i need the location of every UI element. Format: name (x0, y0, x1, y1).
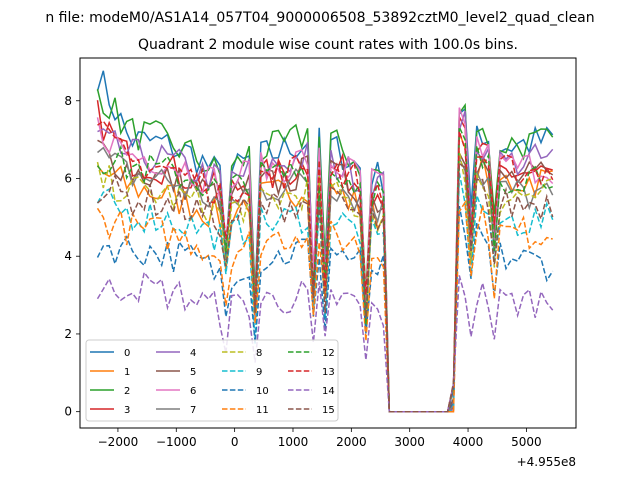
legend-label-1: 1 (124, 367, 130, 378)
legend-label-12: 12 (322, 348, 335, 359)
legend-label-8: 8 (256, 348, 262, 359)
y-axis: 0 2 4 6 8 (64, 94, 80, 419)
series-line-10 (96, 205, 554, 413)
x-tick-label: 0 (231, 435, 239, 449)
x-tick-label: 1000 (278, 435, 309, 449)
legend-label-14: 14 (322, 386, 335, 397)
series-line-14 (96, 270, 554, 413)
y-tick-label: 8 (64, 94, 72, 108)
legend-label-13: 13 (322, 367, 335, 378)
legend-label-0: 0 (124, 348, 130, 359)
x-axis: −2000 −1000 0 1000 2000 3000 4000 5000 (98, 428, 542, 449)
x-tick-label: 2000 (336, 435, 367, 449)
series-line-11 (96, 199, 553, 413)
legend-label-2: 2 (124, 386, 130, 397)
legend-label-3: 3 (124, 405, 130, 416)
x-offset-text: +4.955e8 (517, 455, 576, 469)
x-tick-label: −2000 (98, 435, 139, 449)
legend-label-4: 4 (190, 348, 196, 359)
series-line-13 (97, 120, 554, 413)
plot-area (96, 70, 554, 413)
axes-frame (79, 57, 577, 429)
x-tick-label: 5000 (511, 435, 542, 449)
legend-label-10: 10 (256, 386, 269, 397)
y-tick-label: 4 (64, 249, 72, 263)
y-tick-label: 6 (64, 171, 72, 185)
legend-label-11: 11 (256, 405, 269, 416)
legend-label-6: 6 (190, 386, 196, 397)
legend-label-15: 15 (322, 405, 335, 416)
chart-title: Quadrant 2 module wise count rates with … (138, 37, 518, 53)
x-tick-label: −1000 (156, 435, 197, 449)
series-line-7 (97, 146, 554, 413)
series-line-9 (96, 172, 554, 413)
legend-frame (85, 339, 339, 422)
series-line-15 (97, 162, 554, 413)
legend-label-5: 5 (190, 367, 196, 378)
figure-suptitle: n file: modeM0/AS1A14_057T04_9000006508_… (45, 10, 594, 26)
legend-label-9: 9 (256, 367, 262, 378)
y-tick-label: 0 (64, 405, 72, 419)
legend-label-7: 7 (190, 405, 196, 416)
y-tick-label: 2 (64, 327, 72, 341)
series-line-8 (96, 150, 553, 413)
x-tick-label: 4000 (453, 435, 484, 449)
x-tick-label: 3000 (394, 435, 425, 449)
